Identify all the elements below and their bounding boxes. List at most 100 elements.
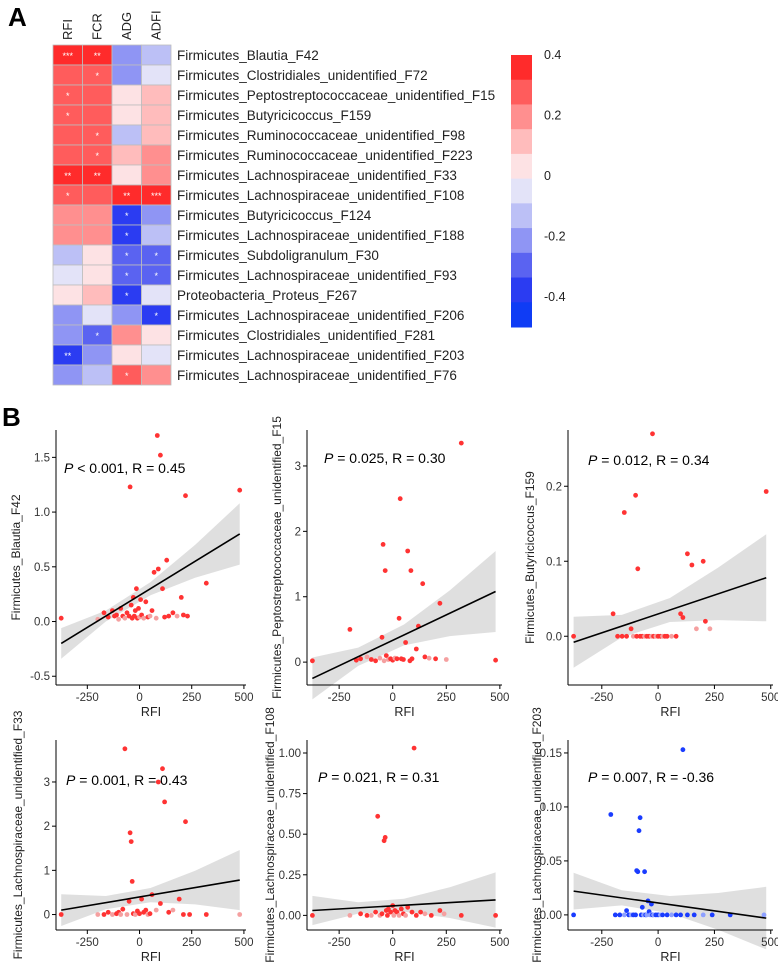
data-point — [373, 658, 378, 664]
colorbar-segment — [511, 228, 532, 254]
confidence-band — [61, 503, 240, 659]
heatmap-row-label: Firmicutes_Butyricicoccus_F124 — [177, 208, 372, 223]
data-point — [639, 904, 645, 910]
heatmap-row-label: Firmicutes_Clostridiales_unidentified_F7… — [177, 68, 428, 83]
data-point — [382, 835, 388, 840]
scatter-panel: -250 0 250 500 0 1 2 3 RFI Firmicutes_Peptostrept… — [270, 416, 509, 719]
data-point — [634, 633, 640, 639]
x-tick-label: 0 — [390, 692, 396, 704]
data-point — [183, 493, 188, 499]
y-axis-label: Firmicutes_Lachnospiraceae_unidentified_… — [263, 707, 277, 963]
heatmap-cell — [52, 244, 83, 266]
data-point — [418, 909, 423, 915]
heatmap-row-label: Firmicutes_Ruminococcaceae_unidentified_… — [177, 148, 473, 163]
data-point — [673, 633, 679, 639]
colorbar-segment — [511, 129, 532, 155]
heatmap-cell — [82, 84, 113, 106]
data-point — [405, 904, 411, 910]
significance-mark: * — [125, 251, 129, 261]
data-point — [166, 909, 172, 915]
data-point — [694, 626, 699, 632]
regression-line — [312, 590, 496, 680]
data-point — [364, 913, 370, 918]
data-point — [151, 569, 157, 575]
x-tick-label: 500 — [490, 692, 509, 704]
data-point — [650, 431, 655, 437]
data-point — [176, 896, 182, 902]
data-point — [310, 913, 315, 918]
data-point — [158, 901, 163, 906]
heatmap-cell — [82, 284, 113, 306]
significance-mark: * — [66, 91, 70, 101]
x-tick-label: 500 — [761, 937, 778, 949]
x-tick-label: 500 — [490, 937, 509, 949]
heatmap-cell — [111, 84, 142, 106]
x-tick-label: 0 — [655, 692, 661, 704]
data-point — [635, 566, 641, 572]
significance-mark: ** — [94, 51, 102, 61]
data-point — [379, 911, 385, 917]
heatmap-cell — [111, 304, 142, 326]
x-axis-label: RFI — [660, 950, 680, 964]
data-point — [673, 912, 679, 918]
data-point — [396, 615, 402, 621]
x-tick-label: 500 — [234, 692, 253, 704]
data-point — [147, 911, 153, 917]
heatmap-cell — [82, 344, 113, 366]
heatmap-cell — [52, 304, 83, 326]
data-point — [347, 913, 353, 918]
significance-mark: * — [95, 131, 99, 141]
data-point — [385, 913, 390, 918]
data-point — [571, 633, 576, 639]
y-tick-label: 1.5 — [34, 452, 50, 464]
y-axis-label: Firmicutes_Blautia_F42 — [9, 494, 23, 620]
colorbar-tick-label: -0.2 — [544, 229, 566, 243]
data-point — [615, 633, 620, 639]
scatter-panels: -250 0 250 500 -0.5 0.0 0.5 1.0 1.5 RFI Firmicutes… — [9, 416, 778, 964]
significance-mark: * — [154, 251, 158, 261]
data-point — [678, 912, 683, 918]
data-point — [707, 626, 713, 632]
y-tick-label: 0.00 — [540, 910, 562, 922]
data-point — [422, 911, 428, 917]
x-tick-label: -250 — [76, 692, 99, 704]
data-point — [391, 913, 397, 918]
x-tick-label: 250 — [705, 692, 724, 704]
stat-annotation: P = 0.012, R = 0.34 — [588, 452, 710, 468]
significance-mark: ** — [64, 171, 72, 181]
data-point — [114, 612, 119, 618]
data-point — [137, 911, 142, 917]
data-point — [383, 653, 389, 658]
data-point — [689, 562, 695, 568]
data-point — [401, 657, 406, 662]
significance-mark: ** — [94, 171, 102, 181]
heatmap-cell — [141, 84, 172, 106]
data-point — [420, 581, 426, 587]
data-point — [637, 815, 643, 821]
data-point — [158, 452, 163, 458]
data-point — [635, 869, 641, 875]
data-point — [178, 595, 184, 600]
data-point — [143, 599, 149, 605]
heatmap-row-label: Firmicutes_Clostridiales_unidentified_F2… — [177, 328, 435, 343]
scatter-panel: -250 0 250 500 0.00 0.05 0.10 0.15 RFI Firmicutes… — [530, 707, 778, 964]
heatmap-cell — [141, 344, 172, 366]
confidence-band — [312, 551, 496, 700]
heatmap-column-label: RFI — [60, 19, 75, 40]
data-point — [181, 612, 186, 618]
heatmap-row-label: Firmicutes_Blautia_F42 — [177, 48, 319, 63]
y-tick-label: 3 — [44, 777, 50, 789]
data-point — [237, 912, 243, 917]
significance-mark: * — [125, 231, 129, 241]
heatmap-cell — [82, 304, 113, 326]
data-point — [428, 913, 434, 918]
colorbar-tick-label: 0.4 — [544, 48, 561, 62]
data-point — [381, 658, 387, 664]
x-axis-label: RFI — [394, 950, 414, 964]
stat-p-symbol: P — [324, 450, 334, 466]
data-point — [116, 616, 121, 622]
x-tick-label: 0 — [136, 692, 142, 704]
y-axis-label: Firmicutes_Lachnospiraceae_unidentified_… — [530, 707, 544, 963]
data-point — [660, 912, 665, 918]
